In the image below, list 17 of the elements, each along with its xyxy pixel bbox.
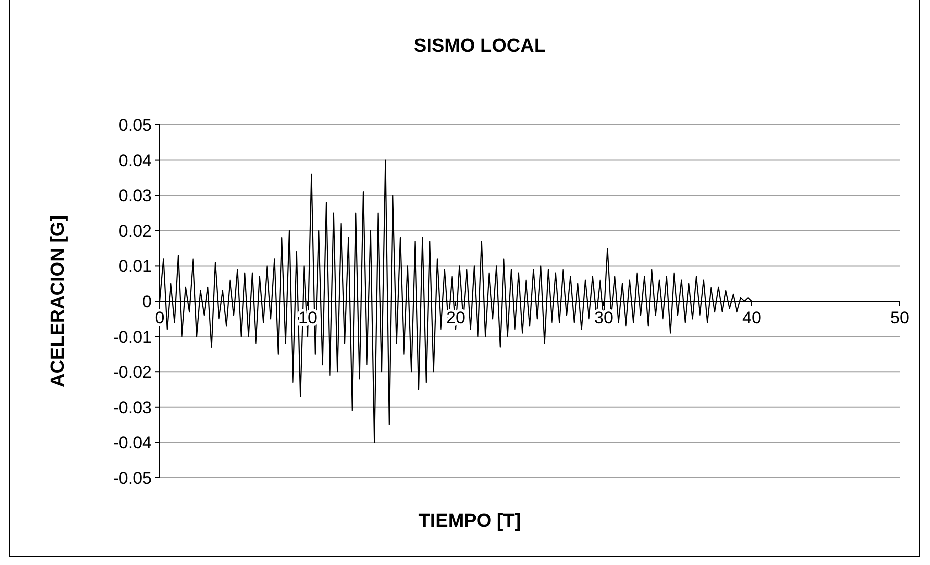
y-tick-label: -0.02: [113, 363, 152, 382]
y-tick-label: 0.04: [118, 151, 152, 170]
y-tick-label: 0.02: [118, 222, 152, 241]
x-tick-label: 50: [890, 308, 910, 328]
y-tick-label: -0.04: [113, 434, 152, 453]
y-tick-label: -0.01: [113, 328, 152, 347]
y-tick-label: 0: [142, 292, 152, 312]
y-tick-label: -0.05: [113, 468, 152, 488]
y-tick-label: 0.05: [118, 116, 152, 135]
y-tick-label: 0.01: [118, 257, 152, 276]
chart-title: SISMO LOCAL: [414, 36, 546, 57]
y-axis-title: ACELERACION [G]: [48, 215, 69, 388]
y-tick-label: -0.03: [113, 398, 152, 418]
x-tick-label: 30: [594, 308, 614, 328]
x-tick-label: 40: [742, 308, 762, 328]
x-axis-title: TIEMPO [T]: [418, 511, 522, 532]
y-tick-label: 0.03: [118, 186, 152, 206]
